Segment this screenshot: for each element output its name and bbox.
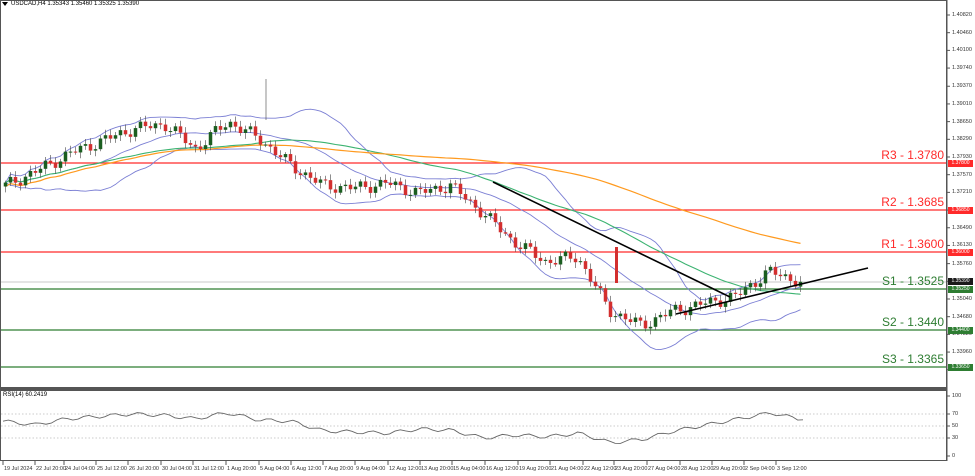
rsi-line (2, 412, 804, 444)
price-tick-label: 1.40820 (952, 12, 972, 18)
time-axis-ticks (2, 461, 777, 465)
symbol-ohlc-text: USDCAD,H4 1.35343 1.35460 1.35325 1.3539… (11, 1, 140, 7)
time-tick-label: 3 Sep 12:00 (777, 466, 807, 472)
rsi-title: RSI(14) 60.2419 (3, 392, 48, 398)
rsi-tick-label: 30 (952, 435, 959, 441)
price-tag-r1: 1.36000 (948, 249, 973, 256)
level-label-r3: R3 - 1.3780 (881, 148, 944, 162)
price-tick-label: 1.38290 (952, 136, 972, 143)
collapse-arrow-icon[interactable] (2, 2, 8, 6)
moving-averages (5, 139, 801, 295)
rsi-reference-lines (1, 413, 946, 439)
time-tick-label: 31 Jul 12:00 (194, 466, 224, 472)
time-tick-label: 27 Aug 04:00 (648, 466, 681, 472)
time-tick-label: 13 Aug 20:00 (421, 466, 454, 472)
price-tag-r2: 1.36850 (948, 207, 973, 214)
price-tick-label: 1.39370 (952, 83, 972, 90)
price-tick-label: 1.37930 (952, 154, 972, 160)
price-tick-label: 1.36130 (952, 242, 972, 249)
time-tick-label: 2 Sep 04:00 (745, 466, 775, 472)
price-tick-label: 1.34320 (952, 331, 972, 338)
time-tick-label: 24 Jul 04:00 (65, 466, 95, 472)
current-price-tag: 1.35390 (948, 278, 973, 285)
level-label-r1: R1 - 1.3600 (881, 237, 944, 251)
price-axis-ticks (947, 14, 950, 457)
time-tick-label: 22 Jul 20:00 (36, 466, 66, 472)
price-tag-r3: 1.37800 (948, 160, 973, 167)
rsi-tick-label: 50 (952, 423, 959, 429)
time-tick-label: 16 Aug 12:00 (486, 466, 519, 472)
time-tick-label: 7 Aug 20:00 (324, 466, 354, 472)
price-tick-label: 1.39740 (952, 65, 972, 72)
price-tick-label: 1.36490 (952, 224, 972, 231)
rsi-tick-label: 100 (952, 393, 962, 399)
time-tick-label: 26 Jul 20:00 (129, 466, 159, 472)
price-tick-label: 1.33960 (952, 349, 972, 356)
support-resistance-lines (1, 162, 946, 368)
time-tick-label: 6 Aug 12:00 (292, 466, 322, 472)
time-tick-label: 29 Aug 20:00 (713, 466, 746, 472)
price-tick-label: 1.39010 (952, 100, 972, 107)
price-tick-label: 1.40460 (952, 29, 972, 36)
trendlines[interactable] (492, 181, 869, 315)
price-tag-s2: 1.34400 (948, 327, 973, 334)
time-tick-label: 19 Aug 20:00 (519, 466, 552, 472)
price-tick-label: 1.40100 (952, 47, 972, 54)
time-tick-label: 21 Aug 04:00 (551, 466, 584, 472)
level-label-r2: R2 - 1.3685 (881, 195, 944, 209)
time-tick-label: 12 Aug 12:00 (389, 466, 422, 472)
candlesticks (3, 79, 803, 335)
level-label-s1: S1 - 1.3525 (881, 274, 944, 288)
time-tick-label: 28 Aug 12:00 (681, 466, 714, 472)
time-tick-label: 9 Aug 04:00 (356, 466, 386, 472)
time-tick-label: 23 Aug 20:00 (615, 466, 648, 472)
price-tick-label: 1.37570 (952, 171, 972, 178)
rsi-tick-label: 70 (952, 411, 959, 417)
time-tick-label: 25 Jul 12:00 (97, 466, 127, 472)
time-tick-label: 30 Jul 04:00 (162, 466, 192, 472)
rsi-panel-frame (0, 390, 947, 461)
level-label-s2: S2 - 1.3440 (881, 315, 944, 329)
time-tick-label: 15 Aug 04:00 (453, 466, 486, 472)
price-tick-label: 1.34680 (952, 313, 972, 320)
price-tick-label: 1.35760 (952, 260, 972, 267)
price-tick-label: 1.38650 (952, 118, 972, 125)
rsi-tick-label: 0 (952, 453, 956, 459)
price-tag-s1: 1.35250 (948, 286, 973, 293)
price-tick-label: 1.37210 (952, 189, 972, 196)
time-tick-label: 19 Jul 2024 (4, 466, 33, 472)
time-tick-label: 5 Aug 04:00 (260, 466, 290, 472)
price-tag-s3: 1.33650 (948, 364, 973, 371)
level-label-s3: S3 - 1.3365 (881, 352, 944, 366)
price-tick-label: 1.35040 (952, 296, 972, 302)
time-tick-label: 22 Aug 12:00 (584, 466, 617, 472)
bollinger-bands (5, 108, 801, 351)
time-tick-label: 1 Aug 20:00 (227, 466, 257, 472)
chart-header: USDCAD,H4 1.35343 1.35460 1.35325 1.3539… (2, 1, 139, 7)
